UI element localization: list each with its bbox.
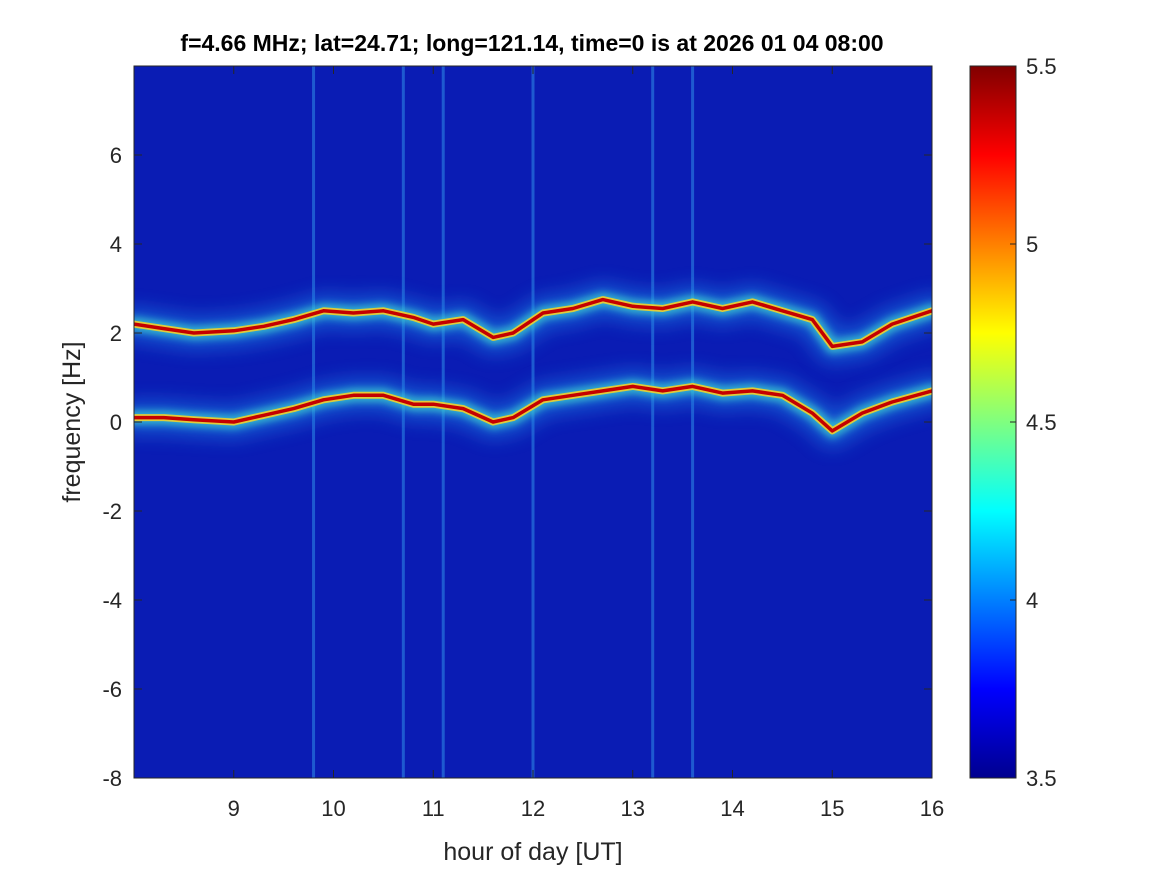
vertical-streak bbox=[401, 66, 405, 778]
x-tick-label: 14 bbox=[720, 796, 744, 821]
ridge-traces bbox=[134, 282, 932, 448]
x-tick-label: 13 bbox=[621, 796, 645, 821]
y-tick-label: 4 bbox=[110, 232, 122, 257]
x-tick-label: 12 bbox=[521, 796, 545, 821]
y-tick-label: 2 bbox=[110, 321, 122, 346]
colorbar-gradient bbox=[969, 65, 1017, 779]
y-tick-label: -8 bbox=[102, 766, 122, 791]
y-tick-label: 0 bbox=[110, 410, 122, 435]
y-tick-label: 6 bbox=[110, 143, 122, 168]
x-axis-label: hour of day [UT] bbox=[443, 838, 622, 866]
colorbar-ticks: 3.5 4 4.5 5 5.5 bbox=[1010, 54, 1057, 791]
y-axis: -8 -6 -4 -2 0 2 4 6 bbox=[102, 143, 932, 791]
x-tick-label: 15 bbox=[820, 796, 844, 821]
x-tick-label: 16 bbox=[920, 796, 944, 821]
y-tick-label: -2 bbox=[102, 499, 122, 524]
colorbar-tick-label: 4.5 bbox=[1026, 410, 1057, 435]
x-tick-label: 9 bbox=[228, 796, 240, 821]
vertical-streak bbox=[312, 66, 316, 778]
trace-2-line bbox=[134, 384, 932, 433]
y-tick-label: -6 bbox=[102, 677, 122, 702]
colorbar-tick-label: 3.5 bbox=[1026, 766, 1057, 791]
colorbar: 3.5 4 4.5 5 5.5 bbox=[969, 54, 1057, 791]
x-tick-label: 10 bbox=[321, 796, 345, 821]
colorbar-tick-label: 4 bbox=[1026, 588, 1038, 613]
trace-1-line bbox=[134, 297, 932, 349]
plot-area bbox=[134, 66, 932, 778]
colorbar-tick-label: 5.5 bbox=[1026, 54, 1057, 79]
colorbar-tick-label: 5 bbox=[1026, 232, 1038, 257]
vertical-streak bbox=[691, 66, 695, 778]
x-tick-label: 11 bbox=[422, 796, 445, 821]
chart-title: f=4.66 MHz; lat=24.71; long=121.14, time… bbox=[180, 30, 883, 56]
x-axis: 9 10 11 12 13 14 15 16 bbox=[228, 66, 944, 821]
y-tick-label: -4 bbox=[102, 588, 122, 613]
vertical-streak bbox=[651, 66, 655, 778]
y-axis-label: frequency [Hz] bbox=[58, 341, 86, 502]
